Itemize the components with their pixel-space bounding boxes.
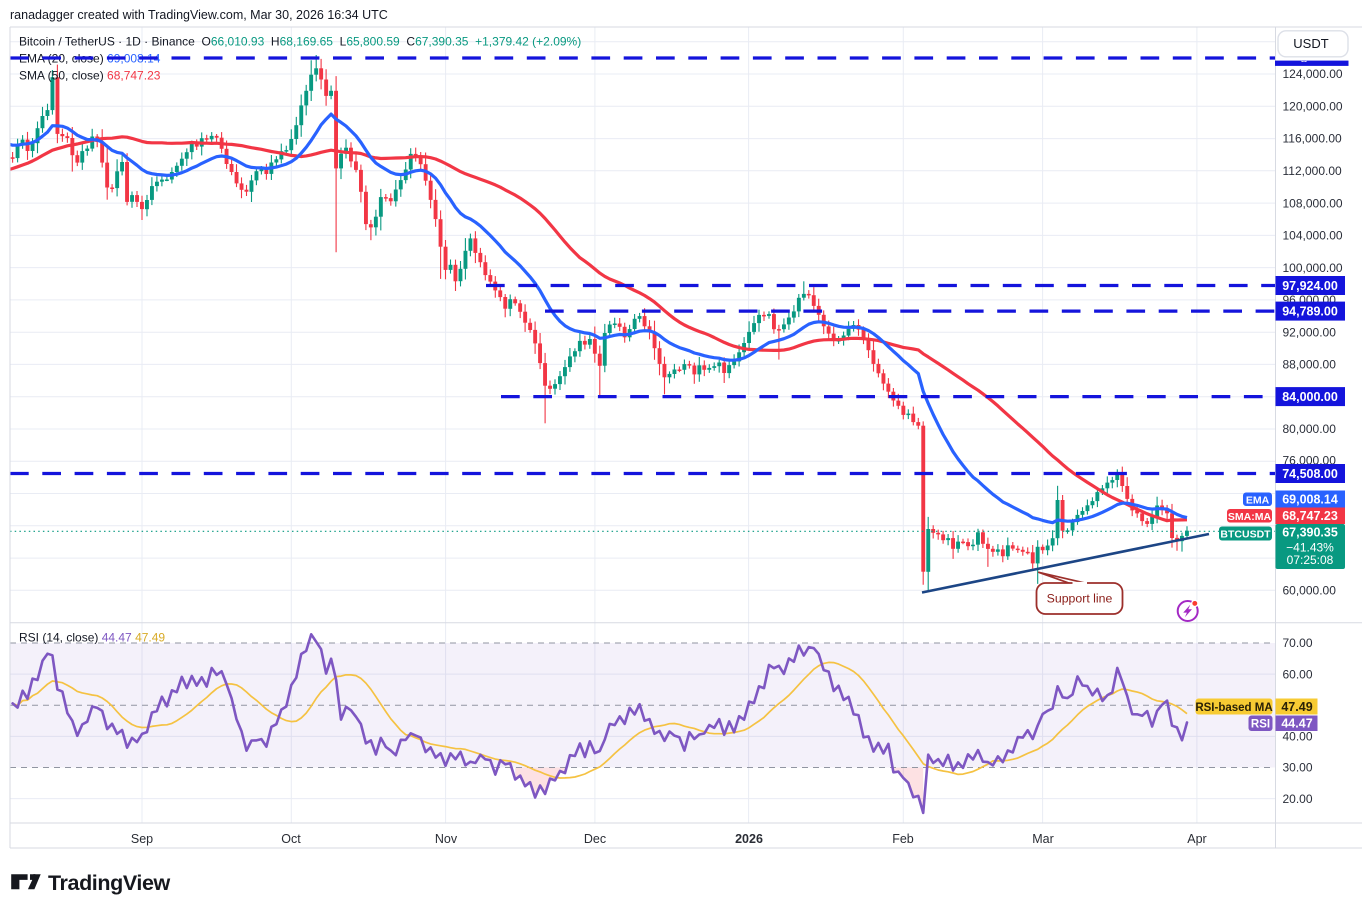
svg-text:108,000.00: 108,000.00 [1283,196,1343,210]
svg-text:76,000.00: 76,000.00 [1283,453,1337,467]
svg-text:44.47: 44.47 [1281,717,1312,731]
svg-text:TradingView: TradingView [48,871,171,895]
svg-text:EMA: EMA [1246,494,1270,506]
svg-text:112,000.00: 112,000.00 [1283,164,1342,178]
svg-text:Nov: Nov [435,832,458,846]
svg-text:68,747.23: 68,747.23 [1282,509,1338,523]
svg-text:Oct: Oct [281,832,301,846]
svg-text:RSI (14, close) 44.47 47.49: RSI (14, close) 44.47 47.49 [19,631,165,645]
svg-text:88,000.00: 88,000.00 [1283,358,1337,372]
svg-text:2026: 2026 [735,832,763,846]
svg-text:Feb: Feb [892,832,914,846]
svg-text:100,000.00: 100,000.00 [1283,261,1343,275]
svg-text:07:25:08: 07:25:08 [1287,553,1334,567]
svg-text:60.00: 60.00 [1283,667,1313,681]
svg-text:80,000.00: 80,000.00 [1283,422,1337,436]
svg-text:116,000.00: 116,000.00 [1283,132,1342,146]
svg-text:SMA:MA: SMA:MA [1228,511,1272,523]
svg-text:RSI: RSI [1251,719,1270,731]
svg-text:Apr: Apr [1187,832,1206,846]
svg-text:30.00: 30.00 [1283,761,1313,775]
svg-text:69,008.14: 69,008.14 [1282,492,1338,506]
svg-text:47.49: 47.49 [1281,700,1312,714]
svg-text:70.00: 70.00 [1283,636,1313,650]
svg-text:94,789.00: 94,789.00 [1282,305,1338,319]
svg-text:Sep: Sep [131,832,153,846]
svg-text:20.00: 20.00 [1283,792,1313,806]
svg-text:67,390.35: 67,390.35 [1282,526,1338,540]
svg-text:84,000.00: 84,000.00 [1282,390,1338,404]
svg-text:BTCUSDT: BTCUSDT [1220,529,1271,541]
svg-text:124,000.00: 124,000.00 [1283,67,1343,81]
svg-text:ranadagger created with Tradin: ranadagger created with TradingView.com,… [10,8,388,22]
svg-text:120,000.00: 120,000.00 [1283,100,1343,114]
svg-text:Mar: Mar [1032,832,1054,846]
svg-text:104,000.00: 104,000.00 [1283,229,1343,243]
svg-text:−41.43%: −41.43% [1286,541,1334,555]
svg-text:Support line: Support line [1047,592,1113,606]
svg-text:92,000.00: 92,000.00 [1283,325,1337,339]
svg-text:Bitcoin / TetherUS · 1D · Bina: Bitcoin / TetherUS · 1D · Binance O66,01… [19,35,581,49]
svg-text:USDT: USDT [1293,36,1328,51]
svg-text:RSI-based MA: RSI-based MA [1195,702,1272,714]
svg-text:60,000.00: 60,000.00 [1283,584,1337,598]
svg-text:Dec: Dec [584,832,606,846]
svg-text:40.00: 40.00 [1283,730,1313,744]
svg-text:SMA (50, close) 68,747.23: SMA (50, close) 68,747.23 [19,69,161,83]
svg-text:74,508.00: 74,508.00 [1282,467,1338,481]
svg-text:97,924.00: 97,924.00 [1282,279,1338,293]
